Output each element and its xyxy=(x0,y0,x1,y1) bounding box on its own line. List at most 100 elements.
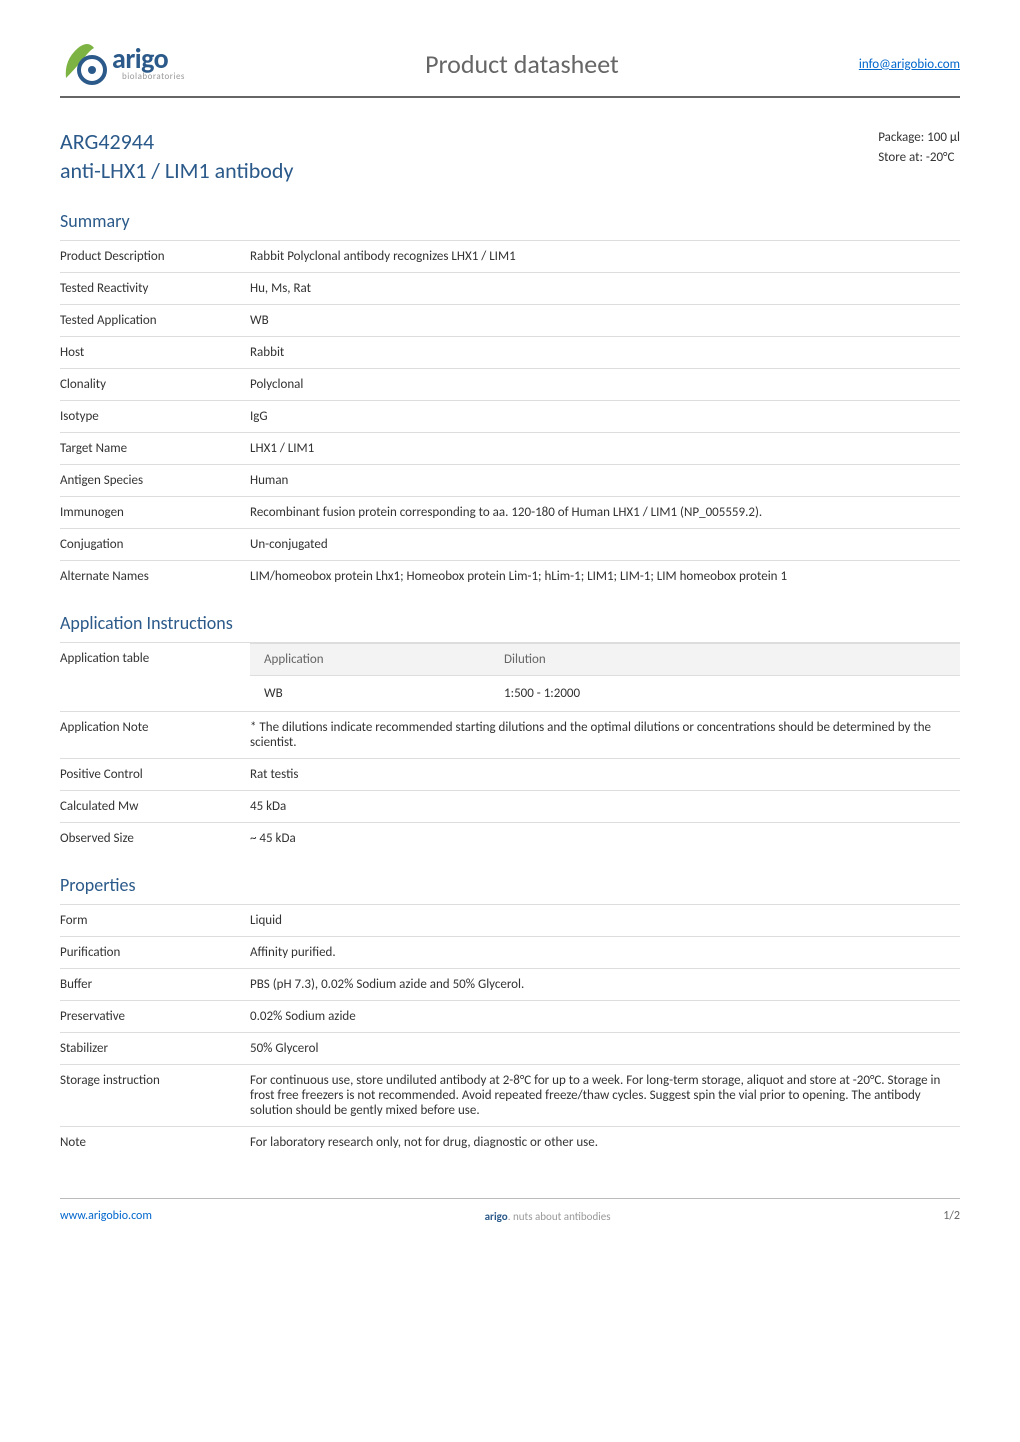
table-row: PurificationAffinity purified. xyxy=(60,937,960,969)
package-size: Package: 100 μl xyxy=(878,128,960,148)
brand-logo: arigo biolaboratories xyxy=(60,40,185,88)
table-row: Alternate NamesLIM/homeobox protein Lhx1… xyxy=(60,561,960,593)
logo-mark-icon xyxy=(60,40,108,88)
spec-value: Hu, Ms, Rat xyxy=(250,273,960,305)
spec-value: Rabbit xyxy=(250,337,960,369)
footer-tagline-rest: . nuts about antibodies xyxy=(508,1210,611,1223)
spec-label: Tested Application xyxy=(60,305,250,337)
brand-sub: biolaboratories xyxy=(122,71,185,82)
spec-value: WB xyxy=(250,305,960,337)
dilution-table-row: WB 1:500 - 1:2000 xyxy=(250,676,960,712)
spec-value: Affinity purified. xyxy=(250,937,960,969)
table-row: Antigen SpeciesHuman xyxy=(60,465,960,497)
dilution-header-app: Application xyxy=(250,644,490,676)
product-title-block: ARG42944 anti-LHX1 / LIM1 antibody xyxy=(60,128,293,184)
dilution-table-header: Application Dilution xyxy=(250,644,960,676)
spec-value: 0.02% Sodium azide xyxy=(250,1001,960,1033)
spec-label: Antigen Species xyxy=(60,465,250,497)
spec-label: Storage instruction xyxy=(60,1065,250,1127)
spec-value: PBS (pH 7.3), 0.02% Sodium azide and 50%… xyxy=(250,969,960,1001)
table-row: ImmunogenRecombinant fusion protein corr… xyxy=(60,497,960,529)
datasheet-title: Product datasheet xyxy=(425,48,619,80)
spec-label: Positive Control xyxy=(60,759,250,791)
table-row: Product DescriptionRabbit Polyclonal ant… xyxy=(60,241,960,273)
spec-label: Host xyxy=(60,337,250,369)
brand-name: arigo xyxy=(112,46,185,71)
section-title-app: Application Instructions xyxy=(60,612,960,634)
footer-brand: arigo xyxy=(485,1210,508,1223)
spec-value: Application Dilution WB 1:500 - 1:2000 xyxy=(250,643,960,712)
logo-text: arigo biolaboratories xyxy=(112,46,185,82)
spec-value: Liquid xyxy=(250,905,960,937)
spec-label: Purification xyxy=(60,937,250,969)
spec-value: Recombinant fusion protein corresponding… xyxy=(250,497,960,529)
table-row: IsotypeIgG xyxy=(60,401,960,433)
spec-label: Stabilizer xyxy=(60,1033,250,1065)
dilution-val: 1:500 - 1:2000 xyxy=(490,676,960,712)
spec-label: Target Name xyxy=(60,433,250,465)
table-row: Observed Size~ 45 kDa xyxy=(60,823,960,855)
spec-label: Tested Reactivity xyxy=(60,273,250,305)
spec-label: Clonality xyxy=(60,369,250,401)
spec-value: Un-conjugated xyxy=(250,529,960,561)
spec-label: Form xyxy=(60,905,250,937)
table-row: Application table Application Dilution W… xyxy=(60,643,960,712)
spec-label: Buffer xyxy=(60,969,250,1001)
table-row: Tested ApplicationWB xyxy=(60,305,960,337)
product-code: ARG42944 xyxy=(60,128,293,155)
section-title-properties: Properties xyxy=(60,874,960,896)
table-row: NoteFor laboratory research only, not fo… xyxy=(60,1127,960,1159)
product-header: ARG42944 anti-LHX1 / LIM1 antibody Packa… xyxy=(60,128,960,184)
table-row: BufferPBS (pH 7.3), 0.02% Sodium azide a… xyxy=(60,969,960,1001)
spec-value: Polyclonal xyxy=(250,369,960,401)
spec-label: Application Note xyxy=(60,712,250,759)
spec-value: ~ 45 kDa xyxy=(250,823,960,855)
spec-label: Alternate Names xyxy=(60,561,250,593)
spec-value: Rat testis xyxy=(250,759,960,791)
table-row: Application Note* The dilutions indicate… xyxy=(60,712,960,759)
spec-value: 45 kDa xyxy=(250,791,960,823)
table-row: Tested ReactivityHu, Ms, Rat xyxy=(60,273,960,305)
spec-label: Isotype xyxy=(60,401,250,433)
table-row: ClonalityPolyclonal xyxy=(60,369,960,401)
spec-label: Product Description xyxy=(60,241,250,273)
package-info: Package: 100 μl Store at: -20°C xyxy=(878,128,960,167)
table-row: FormLiquid xyxy=(60,905,960,937)
product-name: anti-LHX1 / LIM1 antibody xyxy=(60,157,293,184)
dilution-table: Application Dilution WB 1:500 - 1:2000 xyxy=(250,643,960,711)
properties-table: FormLiquid PurificationAffinity purified… xyxy=(60,904,960,1158)
table-row: Preservative0.02% Sodium azide xyxy=(60,1001,960,1033)
storage-temp: Store at: -20°C xyxy=(878,148,960,168)
table-row: Calculated Mw45 kDa xyxy=(60,791,960,823)
table-row: ConjugationUn-conjugated xyxy=(60,529,960,561)
page-header: arigo biolaboratories Product datasheet … xyxy=(60,40,960,98)
spec-label: Preservative xyxy=(60,1001,250,1033)
spec-value: LIM/homeobox protein Lhx1; Homeobox prot… xyxy=(250,561,960,593)
dilution-header-dil: Dilution xyxy=(490,644,960,676)
page-number: 1/2 xyxy=(943,1209,960,1223)
table-row: Storage instructionFor continuous use, s… xyxy=(60,1065,960,1127)
spec-value: * The dilutions indicate recommended sta… xyxy=(250,712,960,759)
app-instructions-table: Application table Application Dilution W… xyxy=(60,642,960,854)
contact-email-link[interactable]: info@arigobio.com xyxy=(859,57,960,72)
spec-value: Rabbit Polyclonal antibody recognizes LH… xyxy=(250,241,960,273)
footer-url-link[interactable]: www.arigobio.com xyxy=(60,1209,152,1223)
spec-label: Calculated Mw xyxy=(60,791,250,823)
spec-label: Application table xyxy=(60,643,250,712)
spec-value: IgG xyxy=(250,401,960,433)
table-row: Positive ControlRat testis xyxy=(60,759,960,791)
table-row: HostRabbit xyxy=(60,337,960,369)
footer-tagline: arigo. nuts about antibodies xyxy=(485,1210,611,1223)
spec-value: LHX1 / LIM1 xyxy=(250,433,960,465)
spec-value: For continuous use, store undiluted anti… xyxy=(250,1065,960,1127)
spec-label: Observed Size xyxy=(60,823,250,855)
dilution-app: WB xyxy=(250,676,490,712)
spec-label: Immunogen xyxy=(60,497,250,529)
spec-value: Human xyxy=(250,465,960,497)
table-row: Target NameLHX1 / LIM1 xyxy=(60,433,960,465)
table-row: Stabilizer50% Glycerol xyxy=(60,1033,960,1065)
page-footer: www.arigobio.com arigo. nuts about antib… xyxy=(60,1198,960,1223)
spec-label: Conjugation xyxy=(60,529,250,561)
section-title-summary: Summary xyxy=(60,210,960,232)
spec-value: 50% Glycerol xyxy=(250,1033,960,1065)
